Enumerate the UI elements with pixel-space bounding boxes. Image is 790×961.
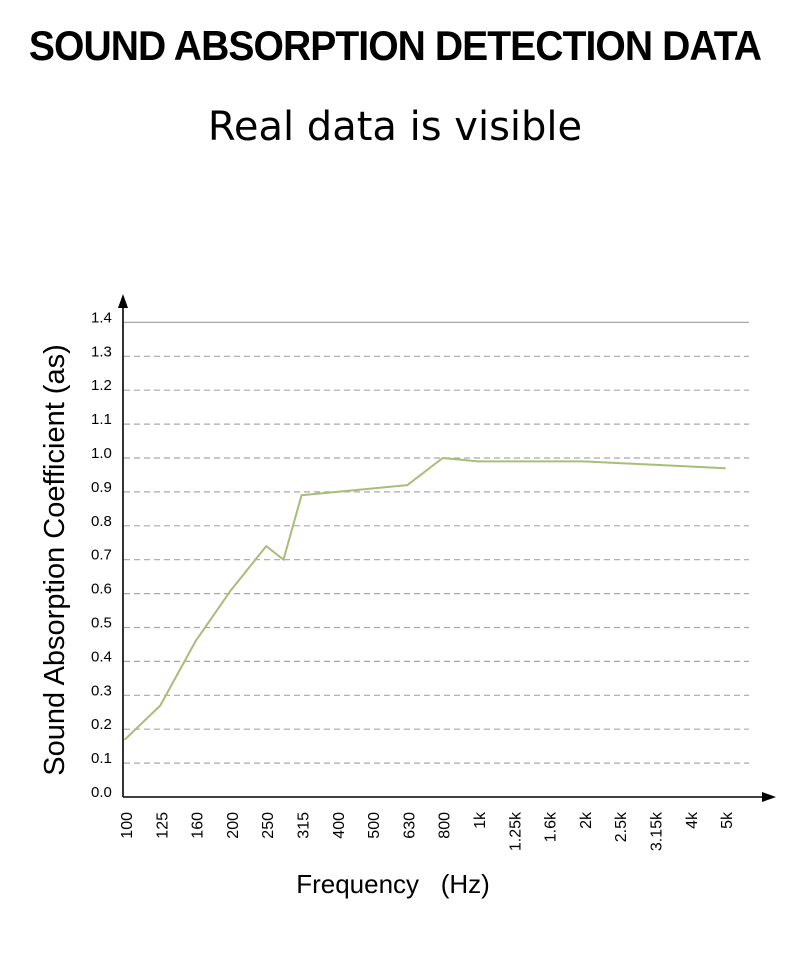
x-tick-label: 800 <box>437 812 454 839</box>
chart-title: SOUND ABSORPTION DETECTION DATA <box>28 22 762 69</box>
y-tick-label: 0.8 <box>91 513 112 530</box>
chart-subtitle: Real data is visible <box>207 104 583 150</box>
data-point <box>477 460 479 463</box>
x-tick-label: 5k <box>719 811 736 829</box>
data-point <box>653 464 656 466</box>
x-axis-label: Frequency (Hz) <box>296 869 490 899</box>
data-point <box>124 738 126 741</box>
x-tick-label: 2k <box>578 811 595 829</box>
y-tick-label: 0.3 <box>91 682 112 699</box>
x-tick-label: 2.5k <box>613 811 630 842</box>
y-tick-label: 1.1 <box>91 411 112 428</box>
y-tick-label: 0.1 <box>91 750 112 767</box>
y-tick-labels: 0.0 0.1 0.2 0.3 0.4 0.5 0.6 0.7 0.8 0.9 1.0 1.1 1.2 1… <box>91 309 112 801</box>
data-point <box>194 640 197 642</box>
y-tick-label: 1.4 <box>91 309 112 326</box>
x-tick-label: 160 <box>190 812 207 839</box>
x-tick-label: 1k <box>472 811 489 829</box>
data-point <box>441 457 444 459</box>
gridlines <box>124 321 749 764</box>
data-point <box>265 545 268 547</box>
data-point <box>371 487 373 490</box>
x-tick-label: 1.25k <box>507 811 524 851</box>
data-point <box>336 491 338 493</box>
x-tick-label: 200 <box>225 812 242 839</box>
x-tick-label: 250 <box>260 812 277 839</box>
y-tick-label: 0.4 <box>91 648 112 665</box>
x-tick-label: 630 <box>401 812 418 839</box>
data-point <box>618 462 620 464</box>
y-tick-label: 0.6 <box>91 581 112 598</box>
data-point <box>583 460 585 463</box>
data-point <box>300 494 303 497</box>
axes <box>118 294 776 802</box>
y-tick-label: 0.5 <box>91 615 112 632</box>
data-point <box>159 704 162 707</box>
y-tick-label: 0.2 <box>91 716 112 733</box>
data-point <box>282 558 285 561</box>
y-tick-label: 1.2 <box>91 377 112 394</box>
y-tick-label: 1.3 <box>91 343 112 360</box>
x-tick-labels: 100 125 160 200 250 315 400 500 630 800 1k 1.25k 1.6… <box>119 811 736 851</box>
y-tick-label: 0.7 <box>91 547 112 564</box>
x-tick-label: 315 <box>296 812 313 839</box>
data-point <box>512 460 515 463</box>
y-tick-label: 0.9 <box>91 479 112 496</box>
data-series <box>124 457 726 741</box>
y-tick-label: 0.0 <box>91 784 112 801</box>
data-point <box>724 467 726 470</box>
x-tick-label: 4k <box>684 811 701 829</box>
y-axis-arrow <box>118 294 128 308</box>
x-tick-label: 400 <box>331 812 348 839</box>
y-tick-label: 1.0 <box>91 445 112 462</box>
data-point <box>547 460 550 463</box>
data-point <box>230 589 232 591</box>
x-tick-label: 125 <box>154 812 171 839</box>
x-tick-label: 500 <box>366 812 383 839</box>
x-tick-label: 3.15k <box>649 811 666 851</box>
x-tick-label: 1.6k <box>543 811 560 842</box>
data-point <box>406 484 409 486</box>
x-tick-label: 100 <box>119 812 136 839</box>
x-axis-arrow <box>762 792 776 802</box>
y-axis-label: Sound Absorption Coefficient (as) <box>39 344 71 776</box>
series-line <box>124 457 726 741</box>
data-point <box>689 465 691 468</box>
